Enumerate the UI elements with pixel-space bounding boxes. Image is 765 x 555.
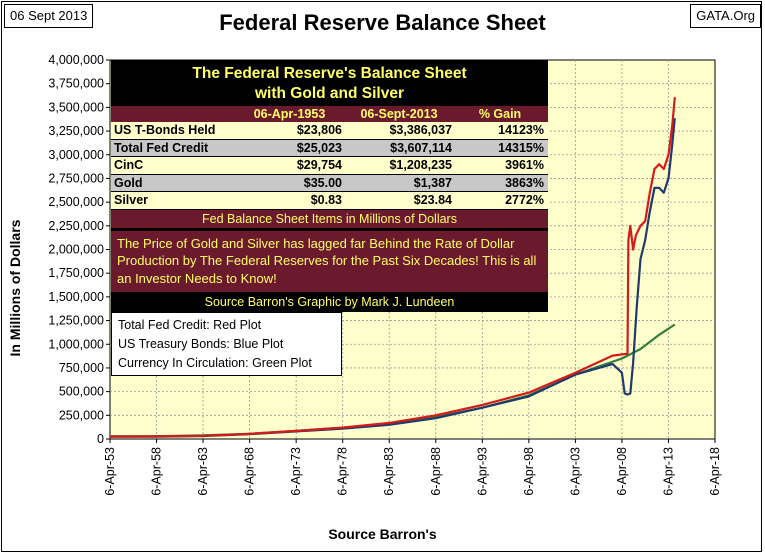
x-tick-label: 6-Apr-08 [615,447,629,496]
series-line-total-fed-credit [109,97,676,438]
site-label: GATA.Org [690,4,761,28]
table-cell: CinC [114,158,144,173]
table-row: Gold $35.00 $1,387 3863% [111,174,548,193]
table-row: US T-Bonds Held $23,806 $3,386,037 14123… [111,122,548,140]
table-header-cell: 06-Sept-2013 [360,107,438,121]
table-row: Total Fed Credit $25,023 $3,607,114 1431… [111,139,548,158]
date-label: 06 Sept 2013 [4,4,94,28]
y-tick-label: 3,250,000 [48,124,104,138]
y-axis-label: In Millions of Dollars [7,219,23,357]
table-cell: Total Fed Credit [114,140,209,155]
y-tick-label: 3,500,000 [48,100,104,114]
table-cell: $23,806 [296,123,342,137]
x-tick-label: 6-Apr-03 [568,447,582,496]
table-cell: $29,754 [296,158,342,173]
table-title: The Federal Reserve's Balance Sheet with… [111,60,548,106]
y-tick-label: 1,250,000 [48,314,104,328]
table-header-cell: 06-Apr-1953 [253,107,326,121]
table-row: CinC $29,754 $1,208,235 3961% [111,157,548,175]
table-note: Fed Balance Sheet Items in Millions of D… [111,209,548,231]
legend: Total Fed Credit: Red Plot US Treasury B… [111,312,342,376]
legend-item: Currency In Circulation: Green Plot [118,356,312,370]
y-tick-label: 3,750,000 [48,77,104,91]
x-tick-label: 6-Apr-68 [243,447,257,496]
y-tick-label: 1,000,000 [48,337,104,351]
x-tick-label: 6-Apr-63 [196,447,210,496]
x-tick-label: 6-Apr-88 [429,447,443,496]
table-row: Silver $0.83 $23.84 2772% [111,192,548,210]
legend-item: US Treasury Bonds: Blue Plot [118,337,284,351]
summary-table: The Federal Reserve's Balance Sheet with… [111,60,548,312]
legend-item: Total Fed Credit: Red Plot [118,318,262,332]
y-tick-label: 2,250,000 [48,219,104,233]
table-title-line2: with Gold and Silver [255,85,404,102]
x-tick-label: 6-Apr-93 [475,447,489,496]
table-cell: $23.84 [413,193,452,208]
table-source: Source Barron's Graphic by Mark J. Lunde… [111,291,548,312]
x-tick-label: 6-Apr-98 [522,447,536,496]
table-cell: $1,208,235 [389,158,452,173]
x-tick-label: 6-Apr-58 [150,447,164,496]
table-cell: 14315% [498,140,544,155]
y-tick-label: 750,000 [59,361,104,375]
x-tick-label: 6-Apr-13 [661,447,675,496]
table-cell: 3961% [505,158,544,173]
table-cell: 14123% [498,123,544,137]
y-tick-label: 3,000,000 [48,148,104,162]
x-tick-label: 6-Apr-78 [336,447,350,496]
table-header-cell [111,106,237,122]
table-title-line1: The Federal Reserve's Balance Sheet [192,65,467,82]
table-cell: $35.00 [303,175,342,190]
table-cell: Silver [114,193,149,208]
table-cell: $25,023 [296,140,342,155]
x-tick-label: 6-Apr-53 [103,447,117,496]
x-tick-label: 6-Apr-73 [289,447,303,496]
table-cell: US T-Bonds Held [114,123,216,137]
x-tick-label: 6-Apr-18 [708,447,722,496]
x-tick-label: 6-Apr-83 [382,447,396,496]
table-cell: Gold [114,175,143,190]
chart-title: Federal Reserve Balance Sheet [219,10,546,35]
y-tick-label: 2,500,000 [48,195,104,209]
y-tick-label: 2,000,000 [48,243,104,257]
y-tick-label: 0 [97,432,104,446]
y-tick-label: 250,000 [59,408,104,422]
table-cell: $1,387 [413,175,452,190]
y-tick-label: 2,750,000 [48,171,104,185]
y-tick-label: 500,000 [59,385,104,399]
table-header-cell: % Gain [478,107,522,121]
table-cell: $0.83 [310,193,342,208]
table-header-row: 06-Apr-1953 06-Sept-2013 % Gain [111,106,548,122]
x-axis-label: Source Barron's [328,526,437,542]
table-cell: 2772% [505,193,544,208]
table-cell: $3,607,114 [390,140,452,155]
y-tick-label: 1,500,000 [48,290,104,304]
table-message: The Price of Gold and Silver has lagged … [111,230,548,292]
table-cell: 3863% [505,175,544,190]
y-tick-label: 1,750,000 [48,266,104,280]
y-tick-label: 4,000,000 [48,53,104,67]
table-cell: $3,386,037 [389,123,452,137]
